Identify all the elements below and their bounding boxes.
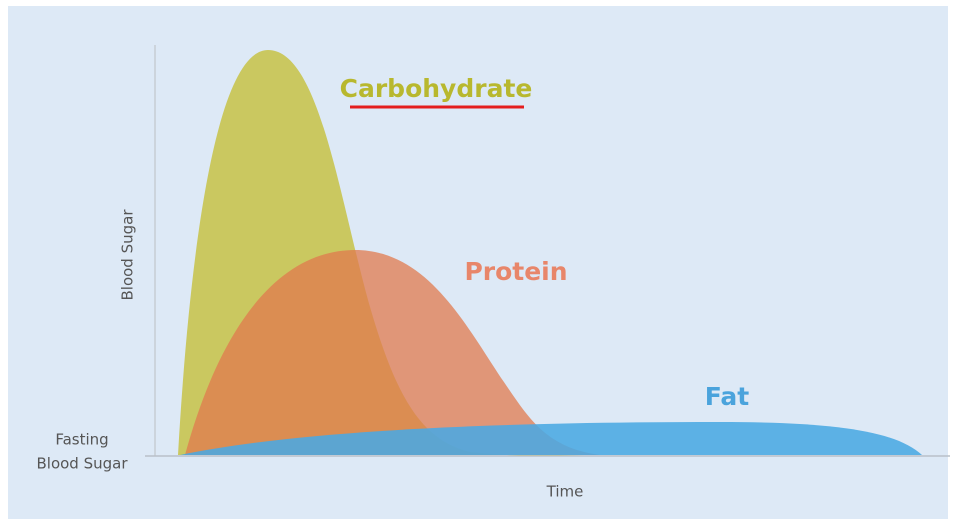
y-axis-label: Blood Sugar (119, 209, 137, 301)
baseline-label: Fasting (55, 431, 108, 449)
x-axis-label: Time (546, 483, 584, 501)
baseline-label: Blood Sugar (36, 455, 128, 473)
protein-curve (185, 250, 600, 455)
protein-label: Protein (464, 257, 567, 286)
fat-label: Fat (705, 382, 749, 411)
fat-curve (180, 422, 922, 455)
carbohydrate-label: Carbohydrate (340, 74, 533, 103)
